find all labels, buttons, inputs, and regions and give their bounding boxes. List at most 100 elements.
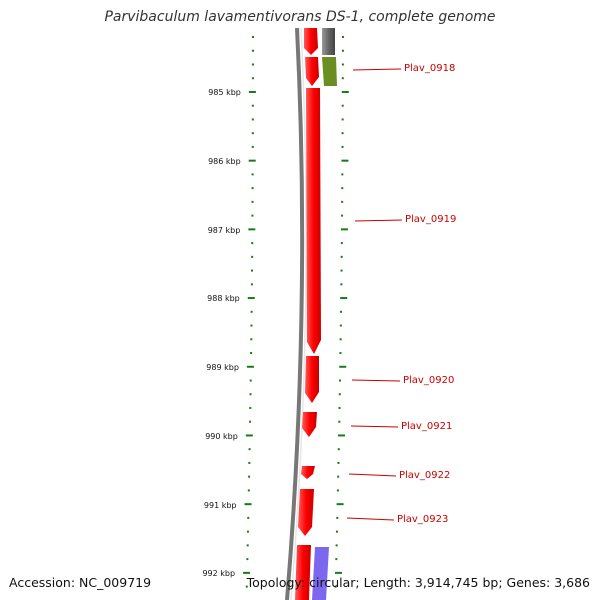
minor-tick-right xyxy=(341,77,344,80)
minor-tick-left xyxy=(248,475,251,478)
scale-label: 991 kbp xyxy=(204,501,237,510)
minor-tick-left xyxy=(248,461,251,464)
minor-tick-right xyxy=(341,214,344,217)
minor-tick-left xyxy=(251,118,254,121)
gene-feature-plav-0922[interactable] xyxy=(301,466,315,479)
minor-tick-right xyxy=(336,489,339,492)
left-tick-track xyxy=(243,36,256,588)
minor-tick-left xyxy=(249,379,252,382)
gene-label-leader-line xyxy=(351,379,401,382)
gene-label[interactable]: Plav_0918 xyxy=(404,63,455,74)
scale-label: 990 kbp xyxy=(205,432,238,441)
minor-tick-left xyxy=(251,214,254,217)
gene-label[interactable]: Plav_0919 xyxy=(405,214,456,225)
gene-feature-red-bottom[interactable] xyxy=(295,545,311,600)
major-tick-left xyxy=(243,571,251,574)
minor-tick-right xyxy=(337,461,340,464)
minor-tick-right xyxy=(338,406,341,409)
minor-tick-left xyxy=(248,448,251,451)
gene-label-leader-line xyxy=(350,425,399,428)
minor-tick-left xyxy=(251,63,254,66)
gene-label-leader-line xyxy=(346,517,395,521)
scale-label: 985 kbp xyxy=(208,88,241,97)
minor-tick-left xyxy=(251,49,254,52)
gene-feature-plav-0918[interactable] xyxy=(322,57,337,86)
minor-tick-left xyxy=(249,406,252,409)
major-tick-right xyxy=(339,365,347,368)
minor-tick-left xyxy=(250,310,253,313)
minor-tick-right xyxy=(340,255,343,258)
minor-tick-right xyxy=(339,379,342,382)
minor-tick-left xyxy=(250,338,253,341)
minor-tick-left xyxy=(247,489,250,492)
minor-tick-right xyxy=(341,49,344,52)
gene-feature-plav-0920[interactable] xyxy=(305,356,319,403)
minor-tick-right xyxy=(335,558,338,561)
minor-tick-left xyxy=(251,242,254,245)
minor-tick-right xyxy=(340,310,343,313)
major-tick-left xyxy=(247,297,255,300)
minor-tick-left xyxy=(251,187,254,190)
gene-label[interactable]: Plav_0921 xyxy=(401,421,452,432)
minor-tick-left xyxy=(251,104,254,107)
accession-text: Accession: NC_009719 xyxy=(9,575,152,590)
gene-feature-red-top[interactable] xyxy=(304,28,318,55)
minor-tick-left xyxy=(246,558,249,561)
minor-tick-right xyxy=(341,200,344,203)
gene-labels: Plav_0918 Plav_0919 Plav_0920 Plav_0921 Plav… xyxy=(346,63,456,525)
gene-feature-plav-0919[interactable] xyxy=(306,88,321,354)
gene-feature-purple-bottom[interactable] xyxy=(312,547,329,600)
minor-tick-right xyxy=(337,475,340,478)
right-tick-track xyxy=(334,36,349,588)
backbone-outer-arc xyxy=(285,27,305,600)
minor-tick-right xyxy=(337,448,340,451)
minor-tick-left xyxy=(251,77,254,80)
major-tick-left xyxy=(246,365,254,368)
gene-label[interactable]: Plav_0920 xyxy=(403,375,454,386)
major-tick-right xyxy=(341,159,349,162)
scale-label: 989 kbp xyxy=(206,363,239,372)
genome-summary-text: Topology: circular; Length: 3,914,745 bp… xyxy=(246,575,590,590)
minor-tick-right xyxy=(341,118,344,121)
minor-tick-left xyxy=(251,200,254,203)
scale-label: 986 kbp xyxy=(208,157,241,166)
minor-tick-right xyxy=(341,132,344,135)
scale-labels: 985 kbp 986 kbp 987 kbp 988 kbp 989 kbp 990 k… xyxy=(202,88,240,578)
minor-tick-right xyxy=(341,145,344,148)
scale-label: 988 kbp xyxy=(207,294,240,303)
minor-tick-right xyxy=(339,338,342,341)
gene-feature-gray-top[interactable] xyxy=(322,28,335,55)
major-tick-right xyxy=(340,228,348,231)
minor-tick-left xyxy=(251,132,254,135)
minor-tick-right xyxy=(335,530,338,533)
minor-tick-right xyxy=(341,63,344,66)
major-tick-right xyxy=(336,503,344,506)
map-title: Parvibaculum lavamentivorans DS-1, compl… xyxy=(104,9,496,25)
minor-tick-right xyxy=(341,36,344,38)
minor-tick-right xyxy=(340,242,343,245)
major-tick-left xyxy=(248,159,256,162)
minor-tick-left xyxy=(249,420,252,423)
gene-label-leader-line xyxy=(352,68,402,71)
major-tick-left xyxy=(248,90,256,93)
minor-tick-left xyxy=(251,255,254,258)
minor-tick-left xyxy=(250,352,253,355)
minor-tick-right xyxy=(336,516,339,519)
major-tick-right xyxy=(341,90,349,93)
gene-feature-plav-0923[interactable] xyxy=(298,489,314,536)
gene-label-leader-line xyxy=(354,219,403,222)
minor-tick-right xyxy=(340,283,343,286)
minor-tick-left xyxy=(251,173,254,176)
major-tick-right xyxy=(340,297,348,300)
minor-tick-left xyxy=(246,530,249,533)
gene-label[interactable]: Plav_0923 xyxy=(397,514,448,525)
minor-tick-left xyxy=(250,283,253,286)
minor-tick-right xyxy=(341,104,344,107)
gene-feature-plav-0921[interactable] xyxy=(302,412,317,437)
minor-tick-left xyxy=(251,36,254,38)
gene-feature-red-0918-region[interactable] xyxy=(305,57,319,86)
gene-label[interactable]: Plav_0922 xyxy=(399,470,450,481)
scale-label: 987 kbp xyxy=(208,226,241,235)
minor-tick-right xyxy=(341,187,344,190)
